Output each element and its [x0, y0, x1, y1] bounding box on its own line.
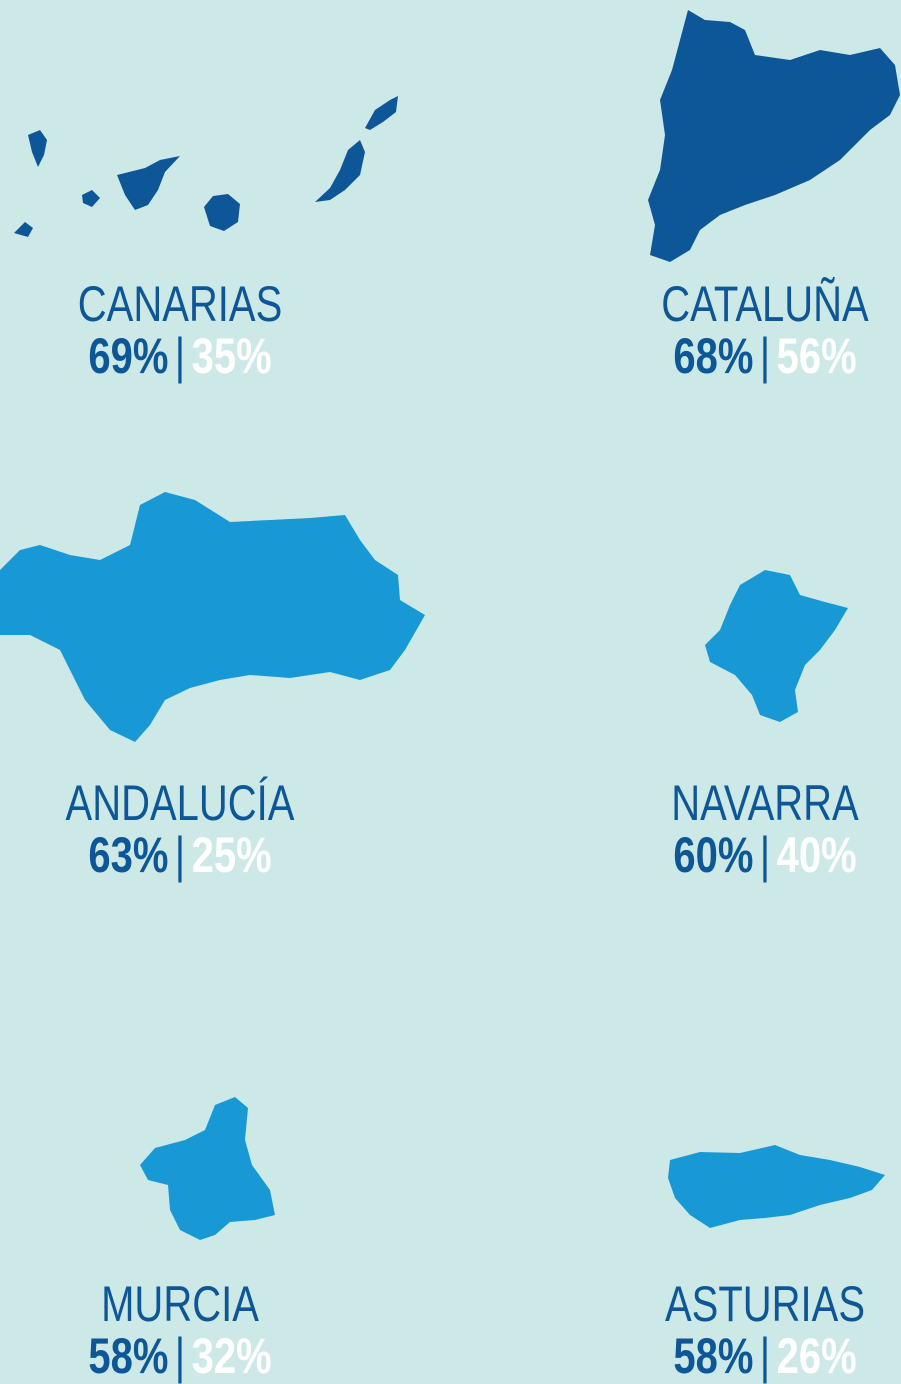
navarra-map: [705, 570, 848, 722]
separator: |: [174, 827, 186, 883]
separator: |: [759, 1328, 771, 1384]
region-values: 60% | 40%: [605, 829, 901, 881]
murcia-map: [140, 1097, 275, 1240]
region-label: CANARIAS 69% | 35%: [20, 278, 340, 382]
region-name: NAVARRA: [671, 775, 859, 831]
region-label: ASTURIAS 58% | 26%: [605, 1278, 901, 1382]
region-name: ASTURIAS: [664, 1276, 866, 1332]
region-values: 63% | 25%: [20, 829, 340, 881]
region-name: ANDALUCÍA: [65, 775, 295, 831]
value-a: 60%: [673, 827, 754, 883]
separator: |: [174, 1328, 186, 1384]
region-label: NAVARRA 60% | 40%: [605, 777, 901, 881]
andalucia-map: [0, 492, 425, 742]
separator: |: [759, 328, 771, 384]
canarias-map: [14, 96, 398, 237]
value-b: 56%: [776, 328, 857, 384]
value-b: 26%: [776, 1328, 857, 1384]
value-a: 63%: [88, 827, 169, 883]
region-name: CATALUÑA: [661, 276, 869, 332]
separator: |: [174, 328, 186, 384]
region-values: 58% | 26%: [605, 1330, 901, 1382]
value-a: 68%: [673, 328, 754, 384]
cataluna-map: [648, 10, 900, 262]
value-a: 69%: [88, 328, 169, 384]
region-values: 68% | 56%: [605, 330, 901, 382]
value-a: 58%: [673, 1328, 754, 1384]
value-b: 35%: [191, 328, 272, 384]
region-values: 69% | 35%: [20, 330, 340, 382]
value-b: 40%: [776, 827, 857, 883]
value-b: 25%: [191, 827, 272, 883]
region-label: CATALUÑA 68% | 56%: [605, 278, 901, 382]
separator: |: [759, 827, 771, 883]
region-name: MURCIA: [101, 1276, 259, 1332]
region-values: 58% | 32%: [20, 1330, 340, 1382]
asturias-map: [668, 1145, 885, 1228]
region-name: CANARIAS: [77, 276, 283, 332]
value-a: 58%: [88, 1328, 169, 1384]
value-b: 32%: [191, 1328, 272, 1384]
region-label: ANDALUCÍA 63% | 25%: [20, 777, 340, 881]
region-label: MURCIA 58% | 32%: [20, 1278, 340, 1382]
